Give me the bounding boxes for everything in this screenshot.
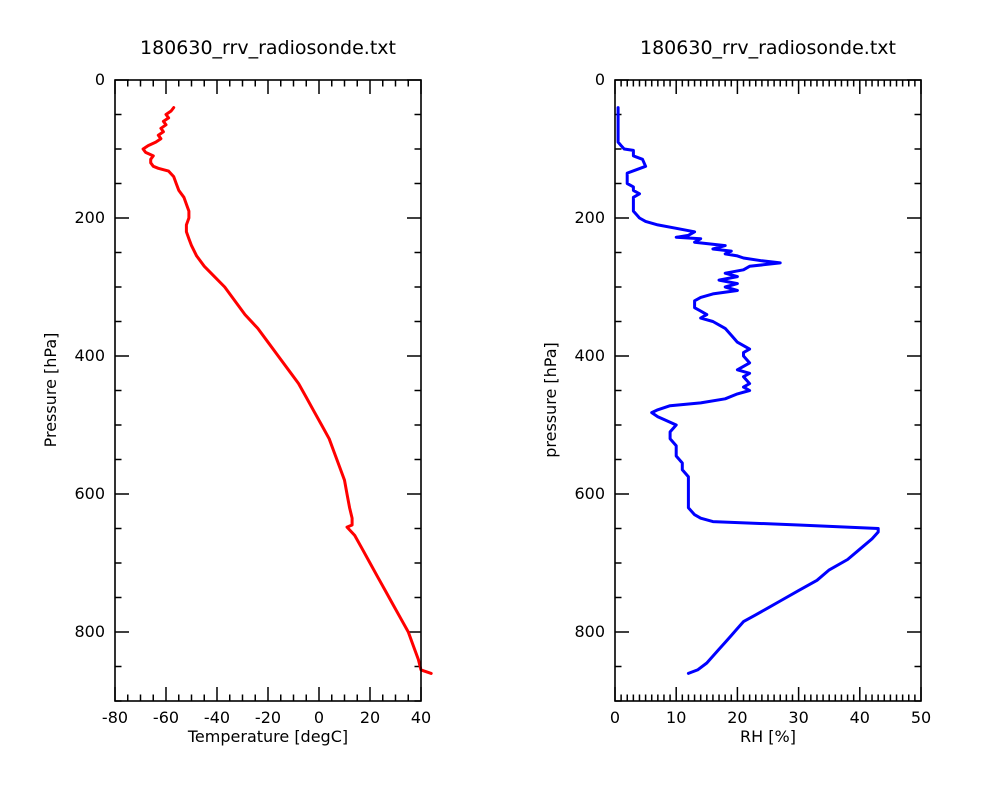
plot-frame <box>614 79 922 702</box>
rh-chart: 180630_rrv_radiosonde.txt RH [%] pressur… <box>541 37 931 746</box>
x-tick-label: 10 <box>666 708 686 727</box>
y-tick-label: 600 <box>74 484 105 503</box>
y-tick-label: 600 <box>574 484 605 503</box>
y-tick-label: 400 <box>74 346 105 365</box>
x-tick-label: 0 <box>610 708 620 727</box>
chart-title: 180630_rrv_radiosonde.txt <box>640 37 896 59</box>
y-tick-label: 200 <box>74 208 105 227</box>
x-tick-label: 40 <box>411 708 431 727</box>
y-tick-label: 200 <box>574 208 605 227</box>
series-layer <box>616 106 880 675</box>
y-tick-label: 0 <box>95 70 105 89</box>
x-tick-label: -60 <box>153 708 179 727</box>
y-tick-label: 800 <box>574 622 605 641</box>
plot-frame <box>114 79 422 702</box>
axis-ticks <box>114 79 422 702</box>
series-line <box>141 106 433 675</box>
temperature-chart: 180630_rrv_radiosonde.txt Temperature [d… <box>41 37 433 746</box>
y-tick-label: 800 <box>74 622 105 641</box>
y-tick-label: 400 <box>574 346 605 365</box>
x-tick-label: 40 <box>850 708 870 727</box>
x-tick-label: -20 <box>255 708 281 727</box>
y-tick-label: 0 <box>595 70 605 89</box>
x-axis-label: RH [%] <box>740 727 796 746</box>
x-tick-label: 20 <box>360 708 380 727</box>
x-tick-label: 20 <box>727 708 747 727</box>
y-axis-label: pressure [hPa] <box>541 342 560 458</box>
axis-ticks <box>614 79 922 702</box>
x-tick-label: -80 <box>102 708 128 727</box>
series-layer <box>141 106 433 675</box>
x-axis-label: Temperature [degC] <box>187 727 348 746</box>
chart-title: 180630_rrv_radiosonde.txt <box>140 37 396 59</box>
x-tick-label: 50 <box>911 708 931 727</box>
tick-labels: 0 10 20 30 40 50 0 200 400 600 800 <box>574 70 931 727</box>
x-tick-label: 30 <box>788 708 808 727</box>
x-tick-label: -40 <box>204 708 230 727</box>
x-tick-label: 0 <box>314 708 324 727</box>
series-line <box>616 106 880 675</box>
y-axis-label: Pressure [hPa] <box>41 333 60 448</box>
